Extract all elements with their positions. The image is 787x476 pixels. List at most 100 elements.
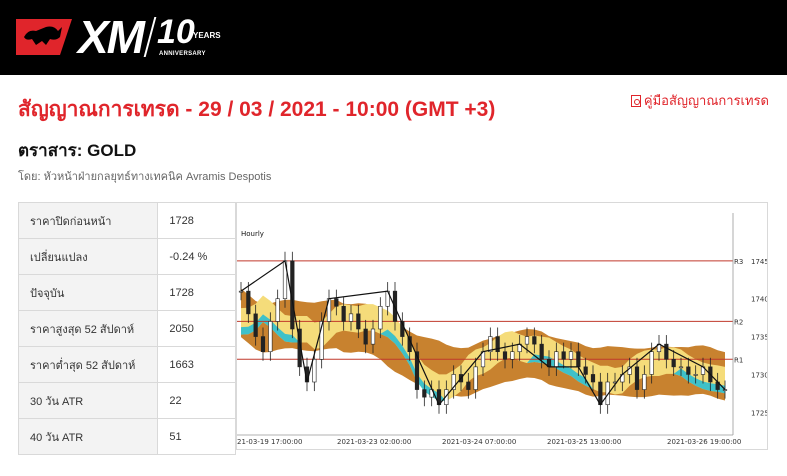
- candle-body: [246, 290, 251, 315]
- candle-body: [473, 366, 478, 390]
- candle-body: [422, 389, 427, 398]
- zigzag-line: [240, 259, 726, 406]
- level-label-r2: R2: [734, 318, 743, 326]
- anniversary-word: ANNIVERSARY: [159, 51, 206, 57]
- candle-body: [649, 351, 654, 375]
- y-tick-label: 1745: [751, 258, 767, 266]
- x-tick-label: 21-03-19 17:00:00: [237, 438, 302, 446]
- pdf-icon: [630, 94, 641, 107]
- signals-guide-label: คู่มือสัญญาณการเทรด: [643, 93, 769, 108]
- table-row: ราคาปิดก่อนหน้า 1728: [17, 202, 236, 239]
- stat-label: เปลี่ยนแปลง: [17, 238, 159, 275]
- candle-body: [510, 351, 515, 360]
- stat-value: 51: [157, 418, 236, 455]
- candle-body: [319, 321, 324, 360]
- stat-label: ราคาต่ำสุด 52 สัปดาห์: [17, 346, 159, 383]
- candle-body: [414, 351, 420, 390]
- stat-label: ปัจจุบัน: [17, 274, 159, 311]
- brand-text: XM: [78, 11, 145, 63]
- candle-body: [451, 374, 456, 390]
- stat-value: 1728: [157, 202, 236, 239]
- stats-table: ราคาปิดก่อนหน้า 1728 เปลี่ยนแปลง -0.24 % ป…: [17, 202, 236, 455]
- candle-body: [341, 305, 346, 322]
- candle-body: [238, 290, 244, 293]
- price-chart-svg: R3 R2 R1 1725 1730 1735 1740 1745 21-03-19 17:00…: [237, 213, 769, 446]
- table-row: ราคาต่ำสุด 52 สัปดาห์ 1663: [17, 346, 236, 383]
- y-tick-label: 1735: [751, 334, 767, 342]
- stat-label: ราคาสูงสุด 52 สัปดาห์: [17, 310, 159, 347]
- x-tick-label: 2021-03-24 07:00:00: [442, 438, 516, 446]
- signals-guide-link[interactable]: คู่มือสัญญาณการเทรด: [630, 90, 769, 111]
- stat-value: 2050: [157, 310, 236, 347]
- candle-body: [378, 305, 383, 330]
- stat-value: 1728: [157, 274, 236, 311]
- candle-body: [693, 374, 698, 376]
- author-line: โดย: หัวหน้าฝ่ายกลยุทธ์ทางเทคนิค Avramis…: [18, 171, 272, 183]
- logo-separator: [143, 17, 157, 57]
- candle-body: [664, 343, 669, 360]
- candle-body: [275, 298, 280, 322]
- candle-body: [532, 336, 537, 345]
- candle-body: [260, 336, 266, 353]
- table-row: ราคาสูงสุด 52 สัปดาห์ 2050: [17, 310, 236, 347]
- candle-body: [363, 328, 368, 345]
- table-row: 30 วัน ATR 22: [17, 382, 236, 419]
- candle-body: [334, 298, 339, 307]
- candle-body: [466, 381, 471, 390]
- anniversary-years: YEARS: [193, 31, 221, 40]
- y-tick-label: 1725: [751, 409, 767, 417]
- x-tick-label: 2021-03-25 13:00:00: [547, 438, 621, 446]
- candle-body: [356, 313, 361, 330]
- timeframe-label: Hourly: [241, 230, 264, 238]
- xm-logo[interactable]: XM 10 YEARS ANNIVERSARY: [16, 11, 221, 63]
- instrument-heading: ตราสาร: GOLD: [18, 141, 137, 160]
- candle-body: [678, 366, 684, 369]
- level-label-r3: R3: [734, 258, 743, 266]
- y-tick-label: 1740: [751, 296, 767, 304]
- candle-body: [568, 351, 574, 360]
- candle-body: [297, 328, 302, 368]
- candle-body: [268, 321, 273, 353]
- candle-body: [576, 351, 581, 368]
- x-tick-label: 2021-03-23 02:00:00: [337, 438, 411, 446]
- candle-body: [253, 313, 258, 337]
- candle-body: [554, 351, 559, 368]
- stat-label: ราคาปิดก่อนหน้า: [17, 202, 159, 239]
- table-row: 40 วัน ATR 51: [17, 418, 236, 455]
- candle-body: [634, 366, 640, 390]
- y-tick-label: 1730: [751, 371, 767, 379]
- stat-label: 40 วัน ATR: [17, 418, 159, 455]
- candle-body: [495, 336, 500, 353]
- anniversary-number: 10: [157, 13, 195, 51]
- candle-body: [583, 366, 588, 375]
- candle-body: [605, 381, 610, 406]
- stat-value: -0.24 %: [157, 238, 236, 275]
- x-tick-label: 2021-03-26 19:00:00: [667, 438, 741, 446]
- candle-body: [671, 358, 676, 368]
- candle-body: [524, 336, 530, 345]
- top-header-bar: XM 10 YEARS ANNIVERSARY: [0, 0, 787, 75]
- candle-body: [627, 366, 632, 375]
- candle-body: [561, 351, 566, 360]
- candle-body: [488, 336, 493, 353]
- stat-label: 30 วัน ATR: [17, 382, 159, 419]
- table-row: ปัจจุบัน 1728: [17, 274, 236, 311]
- candle-body: [722, 389, 728, 391]
- price-chart: R3 R2 R1 1725 1730 1735 1740 1745 21-03-19 17:00…: [236, 202, 769, 450]
- bull-logo-icon: [16, 15, 76, 59]
- table-row: เปลี่ยนแปลง -0.24 %: [17, 238, 236, 275]
- candle-body: [370, 328, 376, 345]
- stat-value: 1663: [157, 346, 236, 383]
- candle-body: [502, 351, 508, 360]
- candle-body: [539, 343, 544, 360]
- candle-body: [290, 260, 295, 330]
- candle-body: [312, 358, 317, 383]
- candle-body: [590, 374, 596, 383]
- page-title: สัญญาณการเทรด - 29 / 03 / 2021 - 10:00 (…: [18, 98, 496, 121]
- candle-body: [642, 374, 647, 390]
- candle-body: [686, 366, 691, 375]
- anniversary-badge: 10 YEARS ANNIVERSARY: [157, 13, 221, 59]
- candle-body: [598, 381, 603, 406]
- stat-value: 22: [157, 382, 236, 419]
- candle-body: [348, 313, 354, 322]
